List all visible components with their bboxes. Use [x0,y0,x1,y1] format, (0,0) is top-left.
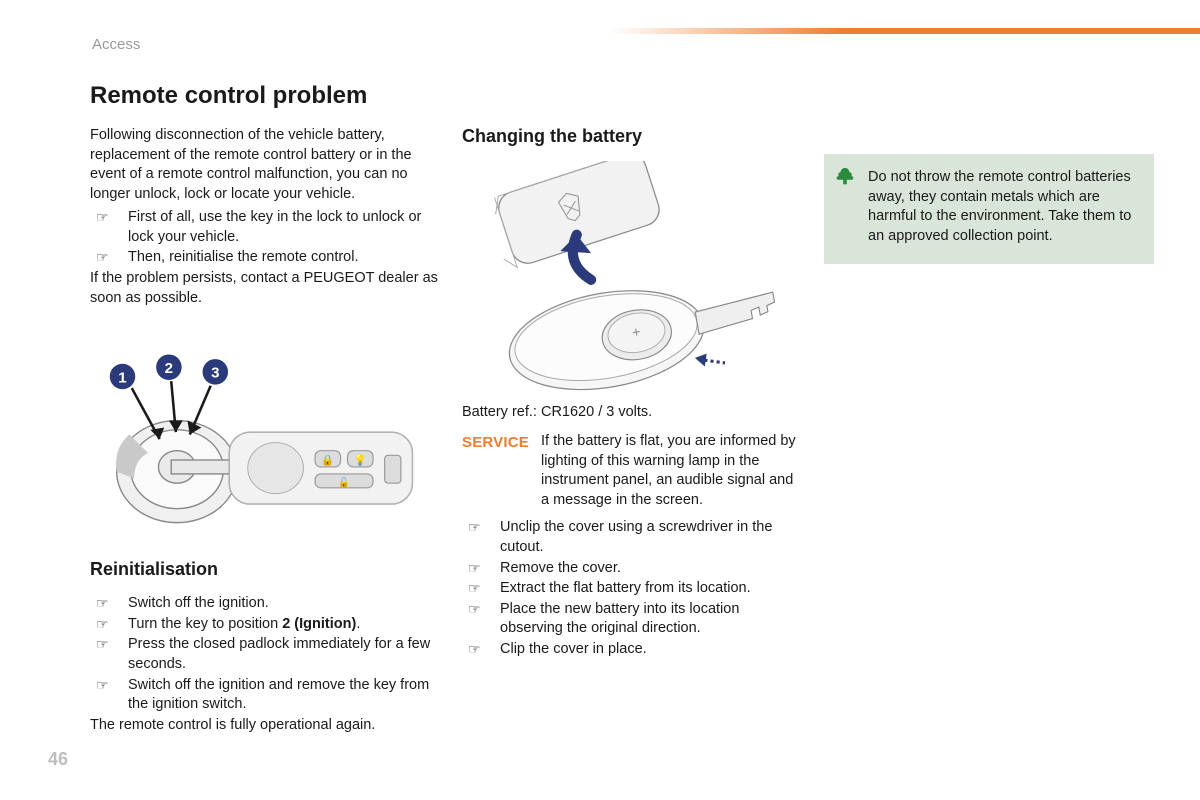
environment-note-box: Do not throw the remote control batterie… [824,154,1154,264]
column-changing-battery: Changing the battery [462,82,800,739]
svg-text:🔒: 🔒 [321,455,334,467]
page-content: Remote control problem Following disconn… [90,82,1150,739]
list-item: Clip the cover in place. [462,640,800,660]
intro-steps-list: First of all, use the key in the lock to… [90,208,438,268]
changing-battery-heading: Changing the battery [462,126,800,147]
figure-ignition-key: 🔒 💡 🔓 1 2 3 [90,344,438,541]
tree-icon [834,166,856,188]
callout-2: 2 [165,360,173,377]
list-item: Switch off the ignition. [90,594,438,614]
svg-text:🔓: 🔓 [338,477,350,489]
section-label: Access [92,36,140,53]
list-item: Unclip the cover using a screwdriver in … [462,518,800,557]
page-number: 46 [48,749,68,770]
reinit-steps-list: Switch off the ignition. Turn the key to… [90,594,438,714]
list-item: Extract the flat battery from its locati… [462,579,800,599]
environment-note-text: Do not throw the remote control batterie… [868,169,1131,244]
service-warning-text: If the battery is flat, you are informed… [541,432,800,510]
reinitialisation-heading: Reinitialisation [90,559,438,580]
page-title: Remote control problem [90,82,438,110]
figure-battery-change: + [462,161,800,397]
list-item: Press the closed padlock immediately for… [90,635,438,674]
header-accent-bar [610,28,1200,34]
battery-reference: Battery ref.: CR1620 / 3 volts. [462,403,800,423]
service-label: SERVICE [462,434,529,451]
reinit-outro: The remote control is fully operational … [90,716,438,736]
svg-text:💡: 💡 [354,454,367,467]
callout-3: 3 [211,365,219,382]
callout-1: 1 [118,369,126,386]
service-warning-row: SERVICE If the battery is flat, you are … [462,432,800,510]
list-item: First of all, use the key in the lock to… [90,208,438,247]
list-item: Then, reinitialise the remote control. [90,248,438,268]
list-item: Turn the key to position 2 (Ignition). [90,615,438,635]
battery-change-illustration: + [462,161,800,397]
intro-outro: If the problem persists, contact a PEUGE… [90,269,438,308]
column-remote-problem: Remote control problem Following disconn… [90,82,438,739]
list-item: Remove the cover. [462,559,800,579]
ignition-key-illustration: 🔒 💡 🔓 1 2 3 [90,344,438,541]
battery-steps-list: Unclip the cover using a screwdriver in … [462,518,800,659]
list-item: Switch off the ignition and remove the k… [90,676,438,715]
intro-paragraph: Following disconnection of the vehicle b… [90,126,438,204]
list-item: Place the new battery into its location … [462,600,800,639]
column-eco-note: Do not throw the remote control batterie… [824,82,1154,739]
